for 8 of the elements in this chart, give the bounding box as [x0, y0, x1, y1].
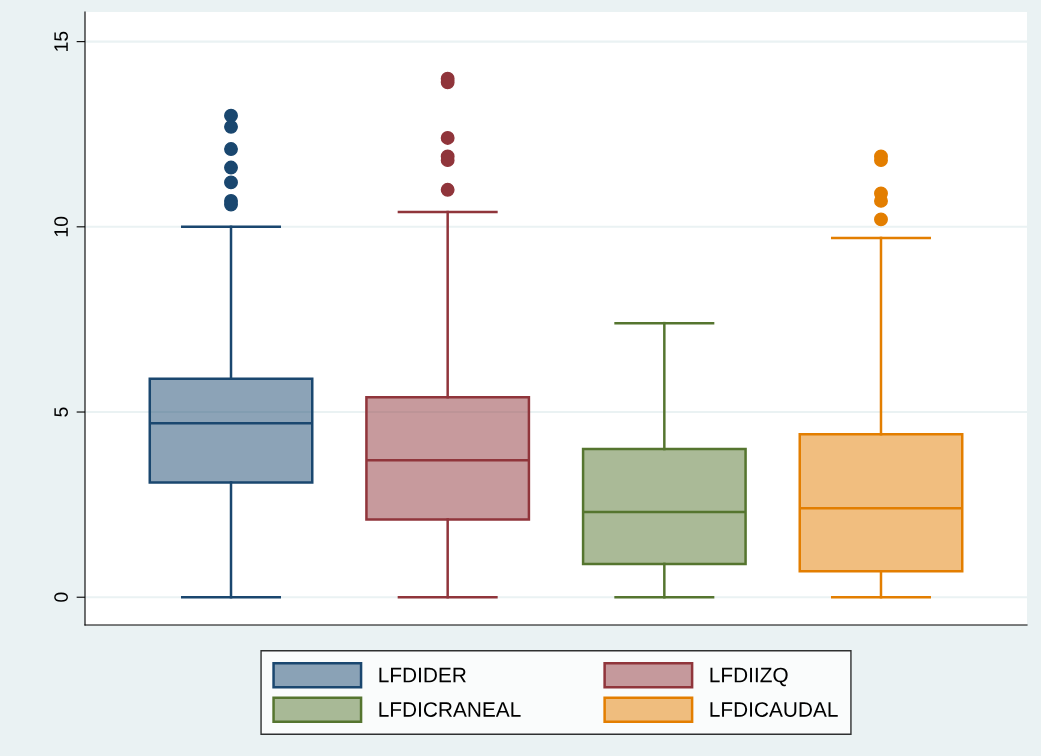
- legend-label: LFDICAUDAL: [710, 702, 838, 717]
- y-tick-label: 0: [54, 592, 68, 602]
- legend-label: LFDIDER: [379, 667, 466, 683]
- y-tick-label: 15: [54, 31, 68, 51]
- legend-label: LFDIIZQ: [710, 667, 788, 687]
- y-tick-label: 5: [54, 407, 68, 417]
- y-tick-label: 10: [54, 216, 68, 237]
- legend-label: LFDICRANEAL: [379, 702, 521, 717]
